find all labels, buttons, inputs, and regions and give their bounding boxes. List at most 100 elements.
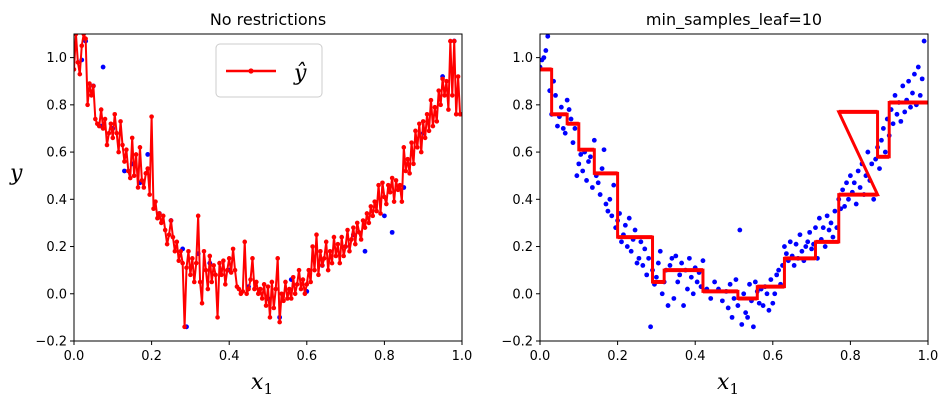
right-x-tick-label: 0.0 [530, 349, 551, 364]
right-y-tick-label: 0.2 [512, 240, 533, 255]
left-prediction-point [164, 241, 170, 247]
left-prediction-point [151, 206, 156, 212]
left-prediction-point [347, 248, 352, 254]
left-prediction-point [197, 279, 203, 285]
left-prediction-point [387, 189, 393, 195]
left-prediction-point [102, 116, 108, 122]
left-prediction-point [217, 260, 222, 266]
left-prediction-point [170, 234, 176, 240]
left-x-axis-label-main: x [251, 370, 264, 395]
left-prediction-point [205, 286, 211, 292]
right-data-point [822, 244, 828, 249]
right-data-point [733, 277, 739, 282]
right-data-point [809, 246, 814, 252]
left-data-point [122, 168, 127, 174]
right-data-point [669, 255, 675, 261]
left-prediction-point [372, 199, 378, 204]
left-prediction-point [362, 225, 368, 230]
right-data-point [857, 185, 863, 190]
right-data-point [869, 161, 875, 167]
left-prediction-point [131, 173, 137, 178]
right-y-tick-label: 0.4 [512, 193, 533, 208]
right-data-point [611, 182, 617, 188]
right-data-point [820, 225, 826, 231]
left-prediction-point [455, 74, 461, 79]
left-prediction-point [159, 220, 164, 226]
left-prediction-point [417, 121, 422, 127]
left-prediction-point [143, 171, 149, 176]
left-prediction-point [127, 175, 133, 181]
left-prediction-point [294, 282, 300, 287]
left-prediction-point [442, 93, 447, 98]
left-prediction-point [341, 253, 346, 259]
left-prediction-point [306, 267, 312, 273]
right-x-tick-label: 1.0 [918, 349, 939, 364]
left-prediction-point [242, 239, 248, 245]
left-prediction-point [267, 315, 273, 320]
right-data-point [921, 38, 927, 44]
left-prediction-point [432, 104, 438, 110]
left-prediction-point [85, 102, 90, 108]
left-prediction-point [244, 291, 249, 297]
left-prediction-point [273, 286, 279, 292]
right-data-point [727, 281, 733, 287]
right-data-point [890, 121, 896, 127]
right-data-point [900, 83, 906, 89]
right-data-point [601, 147, 607, 153]
left-prediction-point [327, 248, 333, 254]
right-data-point [677, 272, 683, 278]
left-prediction-point [434, 119, 440, 124]
left-prediction-point [145, 166, 151, 171]
left-prediction-point [320, 263, 325, 268]
right-data-point [752, 279, 758, 285]
left-prediction-point [79, 43, 85, 49]
legend: ŷ [215, 43, 323, 98]
right-data-point [688, 274, 694, 280]
right-data-point [747, 281, 752, 287]
right-data-point [787, 239, 793, 245]
right-data-point [632, 227, 638, 233]
left-prediction-point [83, 36, 88, 42]
left-prediction-point [195, 213, 201, 219]
left-prediction-point [401, 145, 407, 150]
right-x-axis-label-main: x [717, 370, 730, 395]
left-x-axis-label: x1 [251, 370, 273, 398]
right-data-point [673, 253, 679, 259]
right-data-point [776, 267, 782, 273]
right-data-point [768, 277, 774, 282]
left-prediction-point [126, 168, 131, 174]
right-data-point [566, 107, 572, 112]
left-prediction-point [335, 241, 341, 247]
right-data-point [915, 64, 921, 70]
left-prediction-point [209, 279, 215, 285]
left-prediction-point [399, 199, 405, 204]
left-prediction-point [141, 185, 147, 190]
left-prediction-point [96, 123, 102, 129]
right-data-point [622, 222, 628, 228]
left-prediction-point [199, 300, 205, 306]
right-data-point [570, 140, 576, 146]
right-data-point [816, 215, 822, 221]
left-prediction-point [265, 284, 271, 289]
left-prediction-point [155, 215, 160, 221]
left-prediction-point [124, 147, 129, 153]
left-prediction-point [110, 135, 116, 141]
left-prediction-point [331, 234, 337, 240]
left-prediction-point [118, 119, 123, 124]
right-x-tick-label: 0.6 [762, 349, 783, 364]
right-data-point [865, 149, 871, 155]
right-data-point [562, 130, 568, 136]
left-prediction-point [157, 211, 162, 216]
left-x-axis-label-sub: 1 [263, 380, 273, 398]
left-prediction-point [444, 78, 449, 84]
right-data-point [774, 272, 780, 278]
left-prediction-point [203, 267, 209, 273]
left-prediction-point [382, 194, 387, 200]
left-y-tick-label: 0.0 [46, 287, 67, 302]
left-prediction-point [333, 253, 339, 259]
left-prediction-point [298, 286, 304, 292]
right-data-point [844, 180, 849, 186]
left-prediction-point [345, 227, 350, 233]
right-data-point [558, 104, 564, 110]
right-data-point [879, 137, 884, 143]
